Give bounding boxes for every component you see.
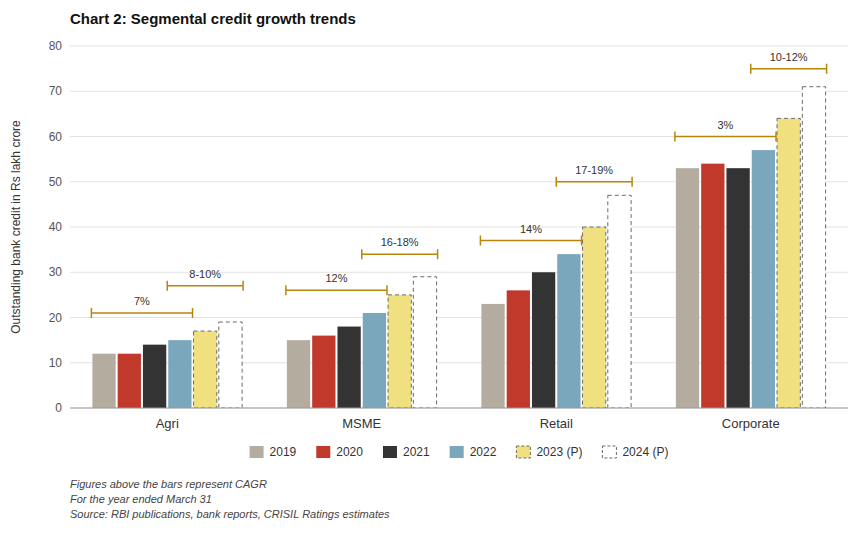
grid-line bbox=[70, 91, 848, 92]
legend-label: 2019 bbox=[270, 445, 297, 459]
bar bbox=[701, 164, 724, 408]
cagr-label: 16-18% bbox=[381, 236, 419, 248]
legend-label: 2023 (P) bbox=[536, 445, 582, 459]
bar bbox=[557, 254, 580, 408]
y-tick-label: 60 bbox=[49, 130, 63, 144]
cagr-bracket bbox=[556, 177, 632, 187]
legend-item: 2021 bbox=[383, 445, 430, 459]
cagr-bracket bbox=[675, 132, 776, 142]
bar bbox=[507, 290, 530, 408]
x-tick-label: Corporate bbox=[722, 416, 780, 431]
legend-item: 2022 bbox=[450, 445, 497, 459]
bar bbox=[802, 87, 825, 408]
x-tick-label: Agri bbox=[156, 416, 179, 431]
cagr-bracket bbox=[362, 249, 438, 259]
legend-swatch bbox=[450, 446, 464, 458]
bar bbox=[194, 331, 217, 408]
y-tick-label: 80 bbox=[49, 39, 63, 53]
legend: 2019 2020 2021 2022 2023 (P) 2024 (P) bbox=[250, 445, 669, 459]
legend-item: 2023 (P) bbox=[516, 445, 582, 459]
bar bbox=[532, 272, 555, 408]
bar bbox=[287, 340, 310, 408]
cagr-bracket bbox=[91, 308, 192, 318]
cagr-label: 10-12% bbox=[770, 51, 808, 63]
legend-label: 2020 bbox=[336, 445, 363, 459]
cagr-label: 3% bbox=[718, 119, 734, 131]
legend-item: 2019 bbox=[250, 445, 297, 459]
footnote: Source: RBI publications, bank reports, … bbox=[70, 508, 390, 520]
y-tick-label: 40 bbox=[49, 220, 63, 234]
legend-label: 2021 bbox=[403, 445, 430, 459]
cagr-bracket bbox=[286, 285, 387, 295]
legend-swatch bbox=[516, 446, 530, 458]
bar bbox=[676, 168, 699, 408]
bar bbox=[312, 336, 335, 408]
cagr-bracket bbox=[167, 281, 243, 291]
legend-swatch bbox=[602, 446, 616, 458]
legend-label: 2022 bbox=[470, 445, 497, 459]
y-tick-label: 30 bbox=[49, 265, 63, 279]
bar bbox=[92, 354, 115, 408]
legend-label: 2024 (P) bbox=[622, 445, 668, 459]
legend-swatch bbox=[250, 446, 264, 458]
bar bbox=[608, 195, 631, 408]
bar bbox=[726, 168, 749, 408]
bar bbox=[752, 150, 775, 408]
y-tick-label: 0 bbox=[55, 401, 62, 415]
legend-swatch bbox=[316, 446, 330, 458]
legend-swatch bbox=[383, 446, 397, 458]
cagr-label: 7% bbox=[134, 295, 150, 307]
bar bbox=[143, 345, 166, 408]
grid bbox=[70, 46, 848, 408]
y-tick-label: 50 bbox=[49, 175, 63, 189]
title: Chart 2: Segmental credit growth trends bbox=[70, 10, 356, 27]
chart-container: Chart 2: Segmental credit growth trends 0… bbox=[0, 0, 868, 558]
cagr-bracket bbox=[480, 236, 581, 246]
chart-svg: Chart 2: Segmental credit growth trends 0… bbox=[0, 0, 868, 558]
legend-item: 2020 bbox=[316, 445, 363, 459]
grid-line bbox=[70, 408, 848, 409]
cagr-label: 12% bbox=[325, 272, 347, 284]
cagr-label: 14% bbox=[520, 223, 542, 235]
cagr-label: 8-10% bbox=[189, 268, 221, 280]
y-axis-label: Outstanding bank credit in Rs lakh crore bbox=[9, 120, 23, 334]
bar bbox=[219, 322, 242, 408]
footnote: For the year ended March 31 bbox=[70, 493, 212, 505]
bar bbox=[481, 304, 504, 408]
bar bbox=[118, 354, 141, 408]
legend-item: 2024 (P) bbox=[602, 445, 668, 459]
cagr-bracket bbox=[751, 64, 827, 74]
bar bbox=[168, 340, 191, 408]
y-tick-label: 70 bbox=[49, 84, 63, 98]
bar bbox=[337, 327, 360, 408]
bars bbox=[92, 87, 825, 408]
y-tick-label: 10 bbox=[49, 356, 63, 370]
footnote: Figures above the bars represent CAGR bbox=[70, 478, 267, 490]
annotations: 7% 8-10% 12% 16-18% 14% 17-19% 3% 10-12% bbox=[91, 51, 826, 318]
x-tick-label: Retail bbox=[540, 416, 573, 431]
bar bbox=[777, 118, 800, 408]
bar bbox=[363, 313, 386, 408]
x-axis-line bbox=[70, 408, 848, 409]
bar bbox=[583, 227, 606, 408]
bar bbox=[413, 277, 436, 408]
grid-line bbox=[70, 46, 848, 47]
cagr-label: 17-19% bbox=[575, 164, 613, 176]
bar bbox=[388, 295, 411, 408]
y-tick-label: 20 bbox=[49, 311, 63, 325]
x-tick-label: MSME bbox=[342, 416, 381, 431]
